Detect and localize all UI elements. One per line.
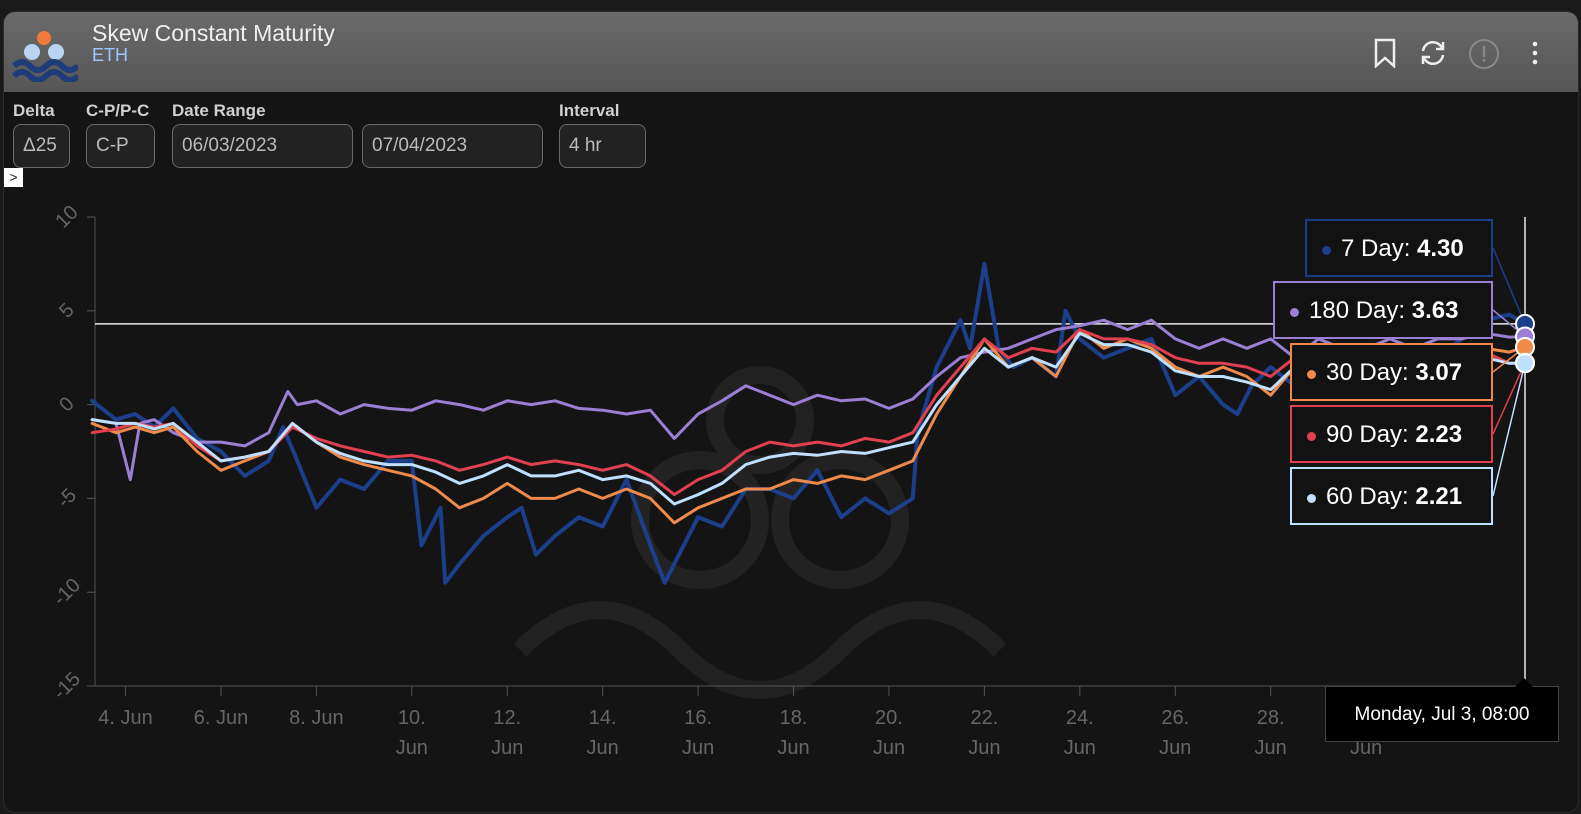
more-vert-icon[interactable] — [1520, 38, 1550, 68]
x-tick-label: Jun — [1255, 737, 1287, 759]
x-tick-label: 6. Jun — [194, 707, 248, 729]
series-tooltip-value: 3.07 — [1415, 359, 1463, 386]
x-tick-label: 26. — [1161, 707, 1189, 729]
series-tooltip-label: 60 Day: — [1326, 483, 1416, 510]
expand-sidebar-chevron-icon[interactable]: > — [4, 168, 23, 187]
widget-title: Skew Constant Maturity — [92, 20, 335, 46]
series-tooltip: 60 Day: 2.21 — [1290, 467, 1493, 525]
delta-select[interactable]: Δ25 — [13, 124, 70, 168]
x-tick-label: 28. — [1257, 707, 1285, 729]
y-tick-label: -5 — [53, 484, 81, 512]
x-tick-label: 12. — [493, 707, 521, 729]
series-dot-icon — [1307, 494, 1316, 503]
x-tick-label: Jun — [1159, 737, 1191, 759]
series-tooltip-label: 7 Day: — [1341, 235, 1418, 262]
x-tick-label: Jun — [491, 737, 523, 759]
series-tooltip-value: 2.21 — [1415, 483, 1463, 510]
interval-label: Interval — [559, 101, 620, 120]
y-tick-label: -15 — [49, 668, 85, 704]
x-tick-label: 24. — [1066, 707, 1094, 729]
app-logo-icon — [11, 26, 81, 83]
series-tooltip: 7 Day: 4.30 — [1305, 219, 1493, 277]
tooltip-connector — [1492, 362, 1526, 497]
controls-bar: Delta Δ25 C-P/P-C C-P Date Range 06/03/2… — [4, 92, 1578, 192]
x-tick-label: 16. — [684, 707, 712, 729]
date-tooltip: Monday, Jul 3, 08:00 — [1325, 678, 1559, 742]
cp-select[interactable]: C-P — [86, 124, 155, 168]
x-tick-label: 22. — [970, 707, 998, 729]
watermark-logo — [513, 366, 1007, 699]
y-tick-label: 0 — [55, 393, 78, 416]
tooltip-connector — [1492, 247, 1526, 325]
widget-header: Skew Constant Maturity ETH — [4, 12, 1578, 92]
x-tick-label: 10. — [398, 707, 426, 729]
end-date-input[interactable]: 07/04/2023 — [362, 124, 543, 168]
series-tooltip-label: 30 Day: — [1326, 359, 1416, 386]
series-tooltip: 180 Day: 3.63 — [1273, 281, 1493, 339]
x-tick-label: Jun — [587, 737, 619, 759]
delta-label: Delta — [13, 101, 55, 120]
series-dot-icon — [1307, 432, 1316, 441]
x-tick-label: Jun — [396, 737, 428, 759]
tooltip-connector — [1492, 362, 1526, 435]
y-tick-label: 10 — [51, 201, 82, 232]
series-dot-icon — [1307, 370, 1316, 379]
x-tick-label: 18. — [780, 707, 808, 729]
x-tick-label: 8. Jun — [289, 707, 343, 729]
refresh-icon[interactable] — [1418, 38, 1448, 68]
series-tooltip-value: 2.23 — [1415, 421, 1463, 448]
series-tooltip-value: 4.30 — [1417, 235, 1464, 262]
series-tooltip-value: 3.63 — [1411, 297, 1459, 324]
info-icon[interactable] — [1468, 38, 1499, 69]
x-tick-label: Jun — [777, 737, 809, 759]
series-tooltip: 90 Day: 2.23 — [1290, 405, 1493, 463]
asset-label: ETH — [92, 45, 128, 65]
series-dot-icon — [1290, 308, 1299, 317]
x-tick-label: 14. — [589, 707, 617, 729]
x-tick-label: 4. Jun — [98, 707, 152, 729]
series-tooltip: 30 Day: 3.07 — [1290, 343, 1493, 401]
y-tick-label: -10 — [49, 574, 85, 610]
cp-label: C-P/P-C — [86, 101, 150, 120]
x-tick-label: Jun — [968, 737, 1000, 759]
x-tick-label: Jun — [1064, 737, 1096, 759]
interval-select[interactable]: 4 hr — [559, 124, 646, 168]
start-date-input[interactable]: 06/03/2023 — [172, 124, 353, 168]
x-tick-label: Jun — [682, 737, 714, 759]
series-dot-icon — [1322, 246, 1331, 255]
series-tooltip-label: 180 Day: — [1309, 297, 1412, 324]
x-tick-label: Jun — [873, 737, 905, 759]
x-tick-label: Jun — [1350, 737, 1382, 759]
hover-point-marker — [1515, 353, 1535, 374]
series-tooltip-label: 90 Day: — [1326, 421, 1416, 448]
date-range-label: Date Range — [172, 101, 266, 120]
y-tick-label: 5 — [55, 299, 78, 322]
series-line-180-day — [90, 318, 1527, 482]
bookmark-icon[interactable] — [1370, 38, 1400, 69]
x-tick-label: 20. — [875, 707, 903, 729]
